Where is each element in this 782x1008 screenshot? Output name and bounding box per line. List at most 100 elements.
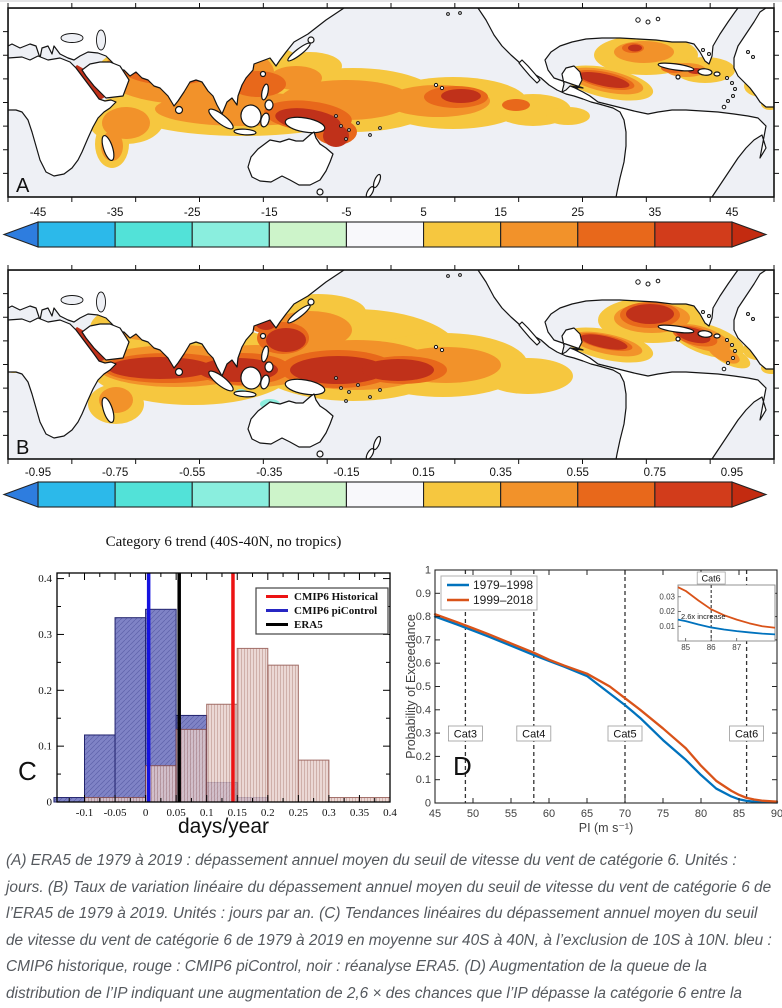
- colorbar-tick-label: -15: [261, 207, 278, 219]
- heatmap-blobs-a: [8, 8, 774, 197]
- x-tick-label: 45: [429, 808, 441, 820]
- colorbar-tick-label: -0.95: [25, 467, 51, 479]
- colorbar-tick-label: -0.35: [256, 467, 282, 479]
- legend-label: CMIP6 Historical: [294, 591, 378, 603]
- colorbar-segment: [191, 221, 270, 248]
- colorbar-segment: [37, 221, 116, 248]
- histogram-bar-hatch: [175, 728, 208, 803]
- cat-label: Cat5: [613, 729, 636, 741]
- colorbar-segment: [114, 481, 193, 508]
- colorbar: -0.95 -0.75 -0.55 -0.35 -0.15 0.15 0.35 0.55 0.7…: [2, 467, 768, 508]
- chart-d-xlabel: PI (m s⁻¹): [579, 821, 634, 835]
- chart-d-exceedance: Cat3 Cat4 Cat5 Cat6 45 50 55 60 65 70 75 80 85 90 0 0.1…: [405, 565, 782, 836]
- colorbar-segment: [114, 221, 193, 248]
- chart-c-title: Category 6 trend (40S-40N, no tropics): [106, 534, 342, 550]
- panel-d-label: D: [453, 751, 472, 781]
- y-tick-label: 0.1: [416, 774, 431, 786]
- x-tick-label: 0.1: [200, 807, 214, 819]
- colorbar-a: -45 -35 -25 -15 -5 5 15 25 35 45: [2, 207, 768, 248]
- x-tick-label: 65: [581, 808, 593, 820]
- histogram-bar-hatch: [236, 647, 269, 803]
- x-tick-label: 60: [543, 808, 555, 820]
- x-tick-label: 85: [733, 808, 745, 820]
- heatmap-blobs-b: [8, 270, 774, 459]
- colorbar-tick-label: 15: [494, 207, 507, 219]
- colorbar-tick-label: 45: [726, 207, 739, 219]
- colorbar-tick-label: -0.75: [102, 467, 128, 479]
- colorbar-tick-label: 35: [648, 207, 661, 219]
- x-tick-label: 0.35: [350, 807, 370, 819]
- colorbar-tick-label: 5: [420, 207, 426, 219]
- chart-d-ylabel: Probability of Exceedance: [405, 614, 418, 759]
- colorbar-segment: [345, 481, 425, 508]
- inset-x-tick: 87: [732, 643, 741, 652]
- axis-ticks: [434, 569, 778, 804]
- inset-series-1999–2018: [677, 586, 776, 629]
- y-tick-label: 0.7: [416, 634, 431, 646]
- inset-x-tick: 86: [707, 643, 716, 652]
- inset-annotation: 2.6x increase: [681, 612, 726, 621]
- colorbar-segment: [654, 481, 733, 508]
- chart-c-legend: CMIP6 Historical CMIP6 piControl ERA5: [255, 587, 389, 635]
- y-tick-label: 0.9: [416, 588, 431, 600]
- colorbar-segment: [577, 221, 656, 248]
- legend-label: ERA5: [294, 619, 323, 631]
- colorbar-arrow-low: [2, 221, 39, 248]
- map-ticks: [3, 265, 779, 464]
- colorbar-tick-label: -5: [341, 207, 351, 219]
- x-tick-label: 0: [143, 807, 149, 819]
- inset-y-tick: 0.02: [659, 607, 675, 616]
- colorbar-b: -0.95 -0.75 -0.55 -0.35 -0.15 0.15 0.35 0.55 0.7…: [2, 467, 768, 508]
- colorbar-segment: [577, 481, 656, 508]
- histogram-bar-hatch: [267, 664, 299, 803]
- colorbar-segment: [37, 481, 116, 508]
- series-1999–2018: [433, 613, 779, 803]
- panel-b-label: B: [16, 437, 29, 459]
- map-panel-a: A: [3, 3, 779, 202]
- x-tick-label: 0.2: [261, 807, 275, 819]
- colorbar-tick-label: -0.55: [179, 467, 205, 479]
- colorbar-tick-label: -45: [30, 207, 47, 219]
- panel-c-label: C: [18, 756, 37, 786]
- x-tick-label: -0.1: [76, 807, 93, 819]
- y-tick-label: 1: [425, 565, 431, 577]
- legend-label: 1979–1998: [473, 578, 533, 592]
- colorbar-arrow-low: [2, 481, 39, 508]
- legend-label: CMIP6 piControl: [294, 605, 377, 617]
- plot-d: Cat3 Cat4 Cat5 Cat6 45 50 55 60 65 70 75 80 85 90 0 0.1…: [405, 565, 782, 836]
- colorbar-tick-label: 0.95: [721, 467, 743, 479]
- y-tick-label: 0.5: [416, 681, 431, 693]
- inset-cat-label: Cat6: [702, 574, 721, 584]
- colorbar-segment: [191, 481, 270, 508]
- map-panel-b: B: [3, 265, 779, 464]
- colorbar-tick-label: 0.35: [489, 467, 511, 479]
- colorbar-tick-label: -0.15: [333, 467, 359, 479]
- histogram-bar-hatch: [114, 617, 147, 803]
- inset-y-tick: 0.01: [659, 622, 675, 631]
- y-tick-label: 0.4: [38, 573, 52, 585]
- y-tick-label: 0.2: [416, 751, 431, 763]
- y-tick-label: 0.3: [416, 728, 431, 740]
- map-ticks: [3, 3, 779, 202]
- legend-label: 1999–2018: [473, 593, 533, 607]
- x-tick-label: 0.3: [322, 807, 336, 819]
- colorbar-segment: [268, 221, 347, 248]
- x-tick-label: 90: [771, 808, 782, 820]
- y-tick-label: 0.1: [38, 741, 52, 753]
- colorbar-segment: [422, 221, 502, 248]
- figure-caption: (A) ERA5 de 1979 à 2019 : dépassement an…: [6, 852, 772, 1002]
- colorbar-tick-label: 0.15: [412, 467, 434, 479]
- cat-label: Cat6: [735, 729, 758, 741]
- colorbar: -45 -35 -25 -15 -5 5 15 25 35 45: [2, 207, 768, 248]
- colorbar-segment: [500, 481, 579, 508]
- y-tick-label: 0.8: [416, 611, 431, 623]
- y-tick-label: 0.4: [416, 704, 431, 716]
- y-tick-label: 0.2: [38, 685, 52, 697]
- histogram-bar-hatch: [83, 734, 116, 803]
- x-tick-label: 0.25: [289, 807, 309, 819]
- colorbar-tick-label: -25: [184, 207, 201, 219]
- x-tick-label: 75: [657, 808, 669, 820]
- x-tick-label: -0.05: [104, 807, 127, 819]
